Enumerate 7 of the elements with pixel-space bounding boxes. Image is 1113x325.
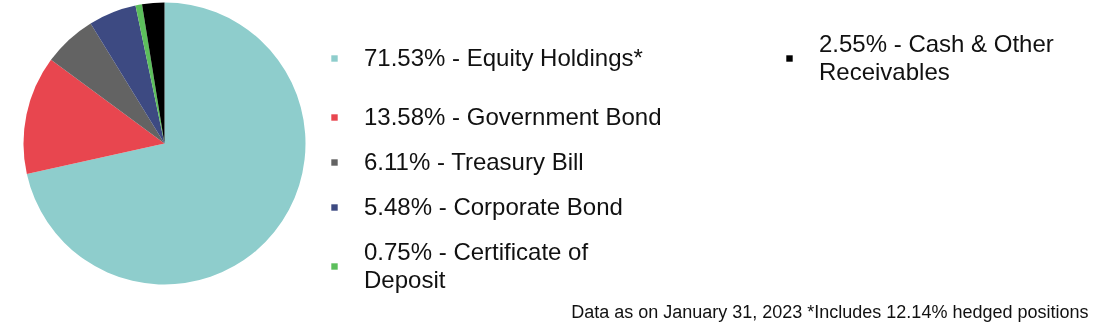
legend-label: 5.48% - Corporate Bond xyxy=(364,193,624,221)
text: Data as on January 31, 2023 *Includes 12.14% hedged positions xyxy=(571,301,1089,322)
legend-label: 13.58% - Government Bond xyxy=(364,103,663,131)
legend-label: 71.53% - Equity Holdings* xyxy=(364,44,644,72)
legend-label: 6.11% - Treasury Bill xyxy=(364,148,585,176)
legend-label: 2.55% - Cash & Other Receivables xyxy=(819,30,1055,86)
legend-label: 0.75% - Certificate of Deposit xyxy=(364,238,590,294)
